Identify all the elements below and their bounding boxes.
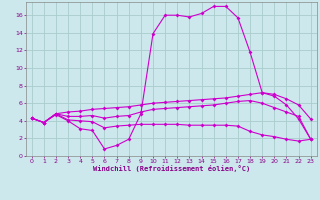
X-axis label: Windchill (Refroidissement éolien,°C): Windchill (Refroidissement éolien,°C) [92, 165, 250, 172]
